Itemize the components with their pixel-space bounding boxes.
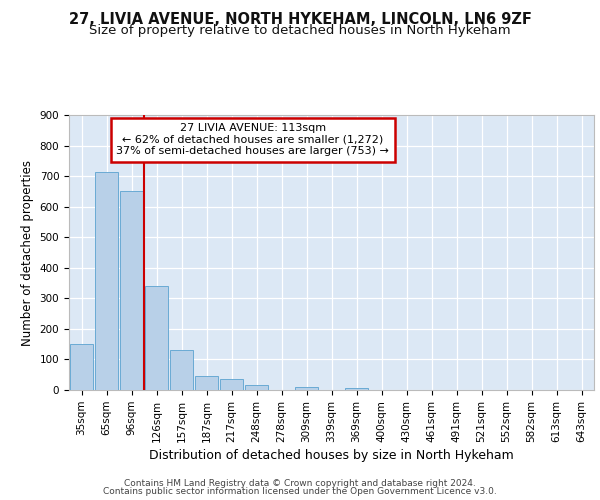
Text: Contains public sector information licensed under the Open Government Licence v3: Contains public sector information licen… bbox=[103, 487, 497, 496]
Bar bbox=[195, 376, 218, 390]
Bar bbox=[70, 344, 93, 390]
Bar bbox=[95, 172, 118, 390]
Bar bbox=[120, 192, 143, 390]
Bar bbox=[245, 386, 268, 390]
Text: Size of property relative to detached houses in North Hykeham: Size of property relative to detached ho… bbox=[89, 24, 511, 37]
Bar bbox=[220, 380, 243, 390]
Text: 27 LIVIA AVENUE: 113sqm
← 62% of detached houses are smaller (1,272)
37% of semi: 27 LIVIA AVENUE: 113sqm ← 62% of detache… bbox=[116, 123, 389, 156]
Text: Contains HM Land Registry data © Crown copyright and database right 2024.: Contains HM Land Registry data © Crown c… bbox=[124, 478, 476, 488]
Bar bbox=[170, 350, 193, 390]
Y-axis label: Number of detached properties: Number of detached properties bbox=[21, 160, 34, 346]
Bar bbox=[345, 388, 368, 390]
Bar bbox=[145, 286, 168, 390]
X-axis label: Distribution of detached houses by size in North Hykeham: Distribution of detached houses by size … bbox=[149, 449, 514, 462]
Bar bbox=[295, 387, 318, 390]
Text: 27, LIVIA AVENUE, NORTH HYKEHAM, LINCOLN, LN6 9ZF: 27, LIVIA AVENUE, NORTH HYKEHAM, LINCOLN… bbox=[68, 12, 532, 28]
